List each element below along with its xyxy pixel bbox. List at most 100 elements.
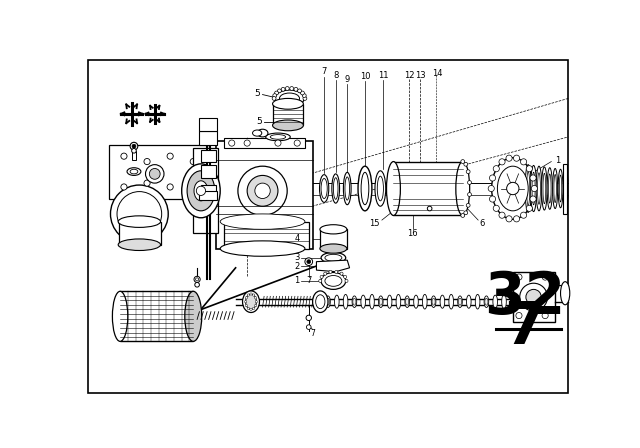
- Ellipse shape: [484, 296, 489, 307]
- Circle shape: [245, 297, 248, 299]
- Text: 11: 11: [378, 71, 388, 80]
- Ellipse shape: [548, 174, 551, 203]
- Ellipse shape: [396, 294, 401, 309]
- Ellipse shape: [343, 294, 348, 309]
- Circle shape: [530, 175, 536, 181]
- Ellipse shape: [378, 176, 383, 201]
- Circle shape: [395, 193, 397, 195]
- Bar: [198, 131, 217, 145]
- Ellipse shape: [502, 294, 506, 309]
- Bar: [563, 164, 566, 214]
- Ellipse shape: [392, 176, 399, 202]
- Ellipse shape: [335, 295, 339, 308]
- Ellipse shape: [220, 241, 305, 256]
- Circle shape: [195, 282, 200, 287]
- Circle shape: [121, 153, 127, 159]
- Circle shape: [247, 176, 278, 206]
- Circle shape: [516, 313, 522, 319]
- Circle shape: [468, 193, 472, 196]
- Circle shape: [121, 184, 127, 190]
- Circle shape: [493, 205, 499, 211]
- Circle shape: [526, 289, 541, 305]
- Text: 4: 4: [294, 234, 300, 243]
- Circle shape: [253, 307, 255, 310]
- Text: 5: 5: [256, 117, 262, 126]
- Circle shape: [190, 180, 196, 186]
- Circle shape: [428, 206, 432, 211]
- Circle shape: [301, 91, 305, 95]
- Ellipse shape: [320, 244, 347, 253]
- Ellipse shape: [559, 175, 562, 202]
- Circle shape: [145, 165, 164, 183]
- Circle shape: [278, 89, 282, 93]
- Circle shape: [391, 187, 393, 190]
- Circle shape: [228, 140, 235, 146]
- Text: 1: 1: [294, 276, 300, 285]
- Ellipse shape: [361, 295, 365, 308]
- Circle shape: [255, 301, 257, 303]
- Circle shape: [392, 184, 394, 186]
- Text: 7: 7: [310, 329, 315, 338]
- Ellipse shape: [243, 291, 259, 313]
- Bar: [394, 162, 463, 215]
- Ellipse shape: [378, 296, 383, 307]
- Ellipse shape: [432, 298, 435, 305]
- Text: 7: 7: [321, 67, 327, 76]
- Ellipse shape: [326, 296, 330, 307]
- Bar: [273, 104, 303, 125]
- Text: 13: 13: [415, 71, 426, 80]
- Ellipse shape: [353, 298, 356, 305]
- Bar: [513, 271, 555, 322]
- Ellipse shape: [275, 90, 304, 107]
- Circle shape: [513, 155, 520, 161]
- Text: 12: 12: [404, 71, 414, 80]
- Text: 32: 32: [484, 268, 565, 326]
- Circle shape: [520, 212, 527, 218]
- Text: 2: 2: [294, 262, 300, 271]
- Circle shape: [464, 211, 468, 215]
- Ellipse shape: [273, 99, 303, 109]
- Ellipse shape: [253, 130, 262, 136]
- Circle shape: [467, 170, 470, 174]
- Circle shape: [490, 175, 495, 181]
- Circle shape: [194, 276, 200, 282]
- Ellipse shape: [558, 169, 563, 208]
- Ellipse shape: [440, 295, 445, 308]
- Circle shape: [320, 276, 323, 279]
- Circle shape: [324, 272, 327, 275]
- Circle shape: [506, 216, 512, 222]
- Ellipse shape: [321, 252, 346, 263]
- Circle shape: [149, 168, 160, 179]
- Ellipse shape: [320, 225, 347, 234]
- Circle shape: [196, 186, 205, 195]
- Bar: [198, 118, 217, 131]
- Circle shape: [298, 89, 301, 93]
- Circle shape: [319, 280, 322, 282]
- Circle shape: [255, 297, 257, 299]
- Bar: [198, 191, 217, 200]
- Ellipse shape: [321, 178, 327, 198]
- Ellipse shape: [538, 173, 540, 204]
- Circle shape: [238, 166, 287, 215]
- Ellipse shape: [493, 295, 497, 308]
- Circle shape: [275, 140, 281, 146]
- Circle shape: [285, 86, 289, 90]
- Text: 15: 15: [369, 219, 380, 228]
- Circle shape: [461, 214, 465, 217]
- Ellipse shape: [387, 295, 392, 308]
- Circle shape: [190, 159, 196, 165]
- Ellipse shape: [527, 172, 530, 206]
- Circle shape: [132, 148, 136, 153]
- Ellipse shape: [492, 158, 534, 220]
- Text: 8: 8: [333, 71, 339, 80]
- Ellipse shape: [326, 298, 330, 305]
- Circle shape: [290, 86, 294, 90]
- Circle shape: [130, 142, 138, 150]
- Bar: [201, 150, 216, 162]
- Ellipse shape: [325, 276, 342, 286]
- Ellipse shape: [333, 178, 338, 199]
- Ellipse shape: [312, 291, 328, 313]
- Circle shape: [294, 87, 298, 91]
- Ellipse shape: [532, 172, 535, 205]
- Ellipse shape: [431, 296, 436, 307]
